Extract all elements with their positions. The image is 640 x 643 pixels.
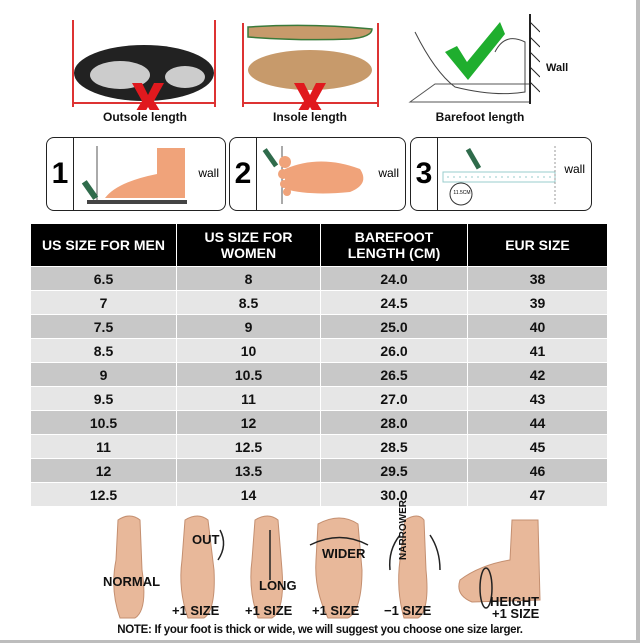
table-cell: 42 — [467, 362, 608, 387]
foot-types-illustration — [113, 515, 541, 619]
table-cell: 25.0 — [320, 314, 468, 339]
table-cell: 8.5 — [176, 290, 321, 315]
table-row: 9 10.5 26.5 42 — [30, 362, 608, 387]
table-cell: 24.5 — [320, 290, 468, 315]
foot-type-label: NORMAL — [103, 574, 161, 589]
table-cell: 46 — [467, 458, 608, 483]
table-cell: 29.5 — [320, 458, 468, 483]
step-number: 2 — [230, 138, 257, 210]
foot-type-label: NARROWER — [398, 500, 409, 560]
outsole-label: Outsole length — [103, 110, 187, 124]
table-cell: 9.5 — [30, 386, 177, 411]
step-number: 1 — [47, 138, 74, 210]
foot-side-icon — [81, 146, 187, 204]
header-eur-size: EUR SIZE — [467, 223, 608, 267]
table-cell: 38 — [467, 266, 608, 291]
table-cell: 13.5 — [176, 458, 321, 483]
table-cell: 14 — [176, 482, 321, 507]
border — [0, 640, 640, 643]
table-cell: 12.5 — [176, 434, 321, 459]
table-cell: 26.5 — [320, 362, 468, 387]
step-1: 1 wall — [46, 137, 226, 211]
border — [636, 0, 640, 643]
table-cell: 8 — [176, 266, 321, 291]
foot-type-label: HEIGHT — [490, 594, 540, 609]
table-cell: 7 — [30, 290, 177, 315]
table-cell: 40 — [467, 314, 608, 339]
wall-label: wall — [378, 166, 399, 180]
table-row: 7.5 9 25.0 40 — [30, 314, 608, 339]
barefoot-label: Barefoot length — [435, 110, 525, 124]
outsole-illustration — [72, 20, 216, 110]
wall-label: wall — [198, 166, 219, 180]
table-cell: 12.5 — [30, 482, 177, 507]
table-cell: 9 — [30, 362, 177, 387]
size-adjust: +1 SIZE — [245, 603, 293, 618]
x-icon — [294, 83, 326, 110]
ruler-icon — [442, 146, 556, 206]
table-cell: 44 — [467, 410, 608, 435]
table-cell: 11 — [30, 434, 177, 459]
table-cell: 39 — [467, 290, 608, 315]
table-row: 12 13.5 29.5 46 — [30, 458, 608, 483]
step-3: 3 11.5CM wall — [410, 137, 592, 211]
header-us-women: US SIZE FOR WOMEN — [176, 223, 321, 267]
header-us-men: US SIZE FOR MEN — [30, 223, 177, 267]
table-cell: 11 — [176, 386, 321, 411]
table-cell: 9 — [176, 314, 321, 339]
header-barefoot-length: BAREFOOT LENGTH (CM) — [320, 223, 468, 267]
size-adjust: +1 SIZE — [492, 606, 540, 621]
insole-illustration — [242, 23, 379, 110]
table-row: 6.5 8 24.0 38 — [30, 266, 608, 291]
table-cell: 47 — [467, 482, 608, 507]
size-table: US SIZE FOR MEN US SIZE FOR WOMEN BAREFO… — [30, 223, 608, 507]
x-icon — [132, 83, 164, 110]
step-2: 2 wall — [229, 137, 406, 211]
table-cell: 12 — [30, 458, 177, 483]
table-cell: 28.0 — [320, 410, 468, 435]
wall-label: Wall — [546, 62, 569, 74]
foot-top-icon — [262, 146, 364, 204]
step-number: 3 — [411, 138, 438, 210]
table-cell: 24.0 — [320, 266, 468, 291]
table-cell: 26.0 — [320, 338, 468, 363]
table-cell: 10 — [176, 338, 321, 363]
table-cell: 28.5 — [320, 434, 468, 459]
foot-type-label: WIDER — [322, 546, 366, 561]
table-cell: 7.5 — [30, 314, 177, 339]
table-row: 12.5 14 30.0 47 — [30, 482, 608, 507]
table-cell: 30.0 — [320, 482, 468, 507]
size-note: NOTE: If your foot is thick or wide, we … — [117, 624, 523, 636]
table-row: 9.5 11 27.0 43 — [30, 386, 608, 411]
table-cell: 10.5 — [30, 410, 177, 435]
insole-label: Insole length — [272, 110, 347, 124]
table-row: 7 8.5 24.5 39 — [30, 290, 608, 315]
table-cell: 45 — [467, 434, 608, 459]
table-cell: 27.0 — [320, 386, 468, 411]
foot-type-label: OUT — [192, 532, 220, 547]
foot-type-label: LONG — [259, 578, 297, 593]
size-adjust: +1 SIZE — [172, 603, 220, 618]
table-cell: 41 — [467, 338, 608, 363]
check-icon — [445, 22, 505, 80]
size-adjust: +1 SIZE — [312, 603, 360, 618]
table-row: 10.5 12 28.0 44 — [30, 410, 608, 435]
table-row: 8.5 10 26.0 41 — [30, 338, 608, 363]
table-cell: 10.5 — [176, 362, 321, 387]
table-cell: 12 — [176, 410, 321, 435]
table-row: 11 12.5 28.5 45 — [30, 434, 608, 459]
ruler-label: 11.5CM — [453, 190, 471, 196]
table-cell: 43 — [467, 386, 608, 411]
size-adjust: −1 SIZE — [384, 603, 432, 618]
wall-label: wall — [564, 162, 585, 176]
barefoot-illustration — [408, 14, 540, 104]
table-cell: 6.5 — [30, 266, 177, 291]
table-cell: 8.5 — [30, 338, 177, 363]
